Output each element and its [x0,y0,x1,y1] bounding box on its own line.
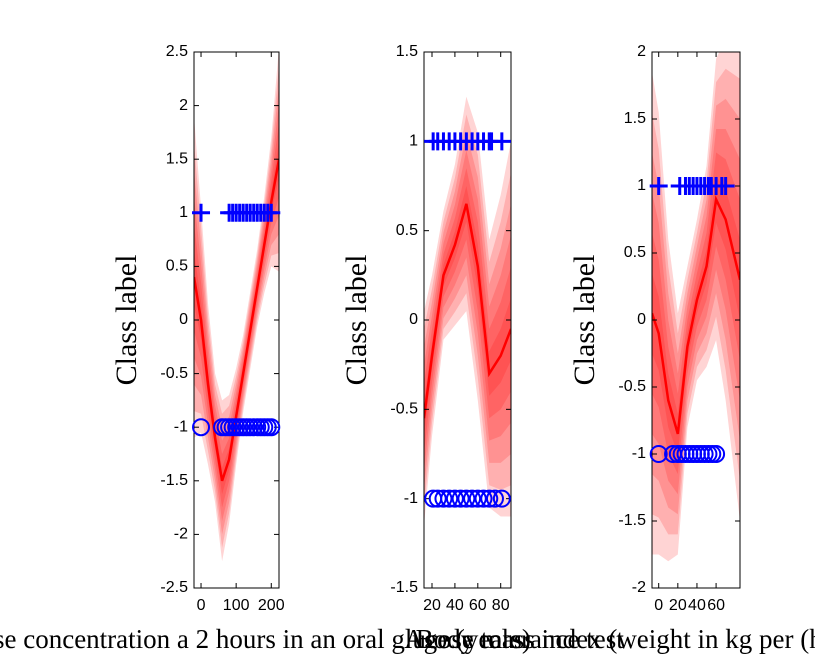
uncertainty-band [424,132,511,490]
y-tick-label: -0.5 [618,378,646,395]
point [707,445,726,463]
y-axis-label: Class label [340,255,373,386]
band-group [194,52,279,562]
uncertainty-band [652,175,740,454]
point [485,489,504,508]
x-tick-label: 60 [707,597,725,614]
uncertainty-band [424,114,511,508]
point [434,489,453,508]
mean-line [652,195,740,435]
uncertainty-band [194,65,279,548]
x-tick-label: 200 [258,597,285,614]
point [457,489,476,508]
y-tick-label: 0.5 [166,258,188,275]
band-group [424,96,511,526]
x-tick-label: 0 [197,597,206,614]
y-tick-label: -2 [632,579,646,596]
mean-line [194,158,279,482]
y-axis-label: Class label [110,255,143,386]
y-tick-label: 0.5 [624,244,646,261]
y-axis-label: Class label [568,255,601,386]
panel: -2.5-2-1.5-1-0.500.511.522.50 100 200Class… [0,43,624,654]
y-tick-label: 0.5 [396,222,418,239]
y-tick-label: -0.5 [390,401,418,418]
y-tick-label: -1 [174,418,188,435]
y-tick-label: 1.5 [396,43,418,60]
y-tick-label: 0 [409,311,418,328]
uncertainty-band [424,96,511,526]
point [649,445,668,463]
uncertainty-band [424,168,511,454]
y-tick-label: 1 [637,177,646,194]
y-tick-label: 1.5 [166,150,188,167]
x-tick-label: 20 [669,597,687,614]
point [649,177,668,195]
uncertainty-band [194,102,279,522]
y-tick-label: -1.5 [618,512,646,529]
point [428,489,447,508]
point [192,418,211,437]
y-tick-label: 2 [637,43,646,60]
point [474,489,493,508]
y-tick-label: -1 [632,445,646,462]
x-tick-label: 80 [492,597,510,614]
x-axis-label: Age (years) [404,624,531,654]
uncertainty-band [652,152,740,475]
point [451,489,470,508]
point [445,489,464,508]
y-tick-label: 0 [637,311,646,328]
x-tick-label: 60 [469,597,487,614]
point [468,489,487,508]
y-tick-label: -1.5 [390,579,418,596]
point [440,489,459,508]
mean-line [424,203,511,419]
point [262,203,281,222]
uncertainty-band [424,150,511,472]
y-tick-label: 2.5 [166,43,188,60]
x-axis-label: Plasma glucose concentration a 2 hours i… [0,624,624,654]
point [716,177,735,195]
y-tick-label: -1 [404,490,418,507]
y-tick-label: 1 [179,204,188,221]
point [192,203,211,222]
y-tick-label: 2 [179,97,188,114]
y-tick-label: -0.5 [160,365,188,382]
point [492,132,511,151]
point [492,489,511,508]
point [262,418,281,437]
x-tick-label: 0 [654,597,663,614]
y-tick-label: -1.5 [160,472,188,489]
y-tick-label: 0 [179,311,188,328]
uncertainty-band [652,129,740,495]
x-tick-label: 40 [688,597,706,614]
point [480,489,499,508]
point [463,489,482,508]
x-tick-label: 40 [446,597,464,614]
y-tick-label: -2 [174,526,188,543]
y-tick-label: 1 [409,133,418,150]
x-axis-label: Body mass index (weight in kg per (heigh… [416,624,815,654]
y-tick-label: -2.5 [160,579,188,596]
panel: -1.5 -1 -0.5 0 0.5 1 1.5 20 40 60 80 Class label Age… [340,43,531,654]
y-tick-label: 1.5 [624,110,646,127]
x-tick-label: 100 [223,597,250,614]
x-tick-label: 20 [423,597,441,614]
band-group [652,52,740,562]
